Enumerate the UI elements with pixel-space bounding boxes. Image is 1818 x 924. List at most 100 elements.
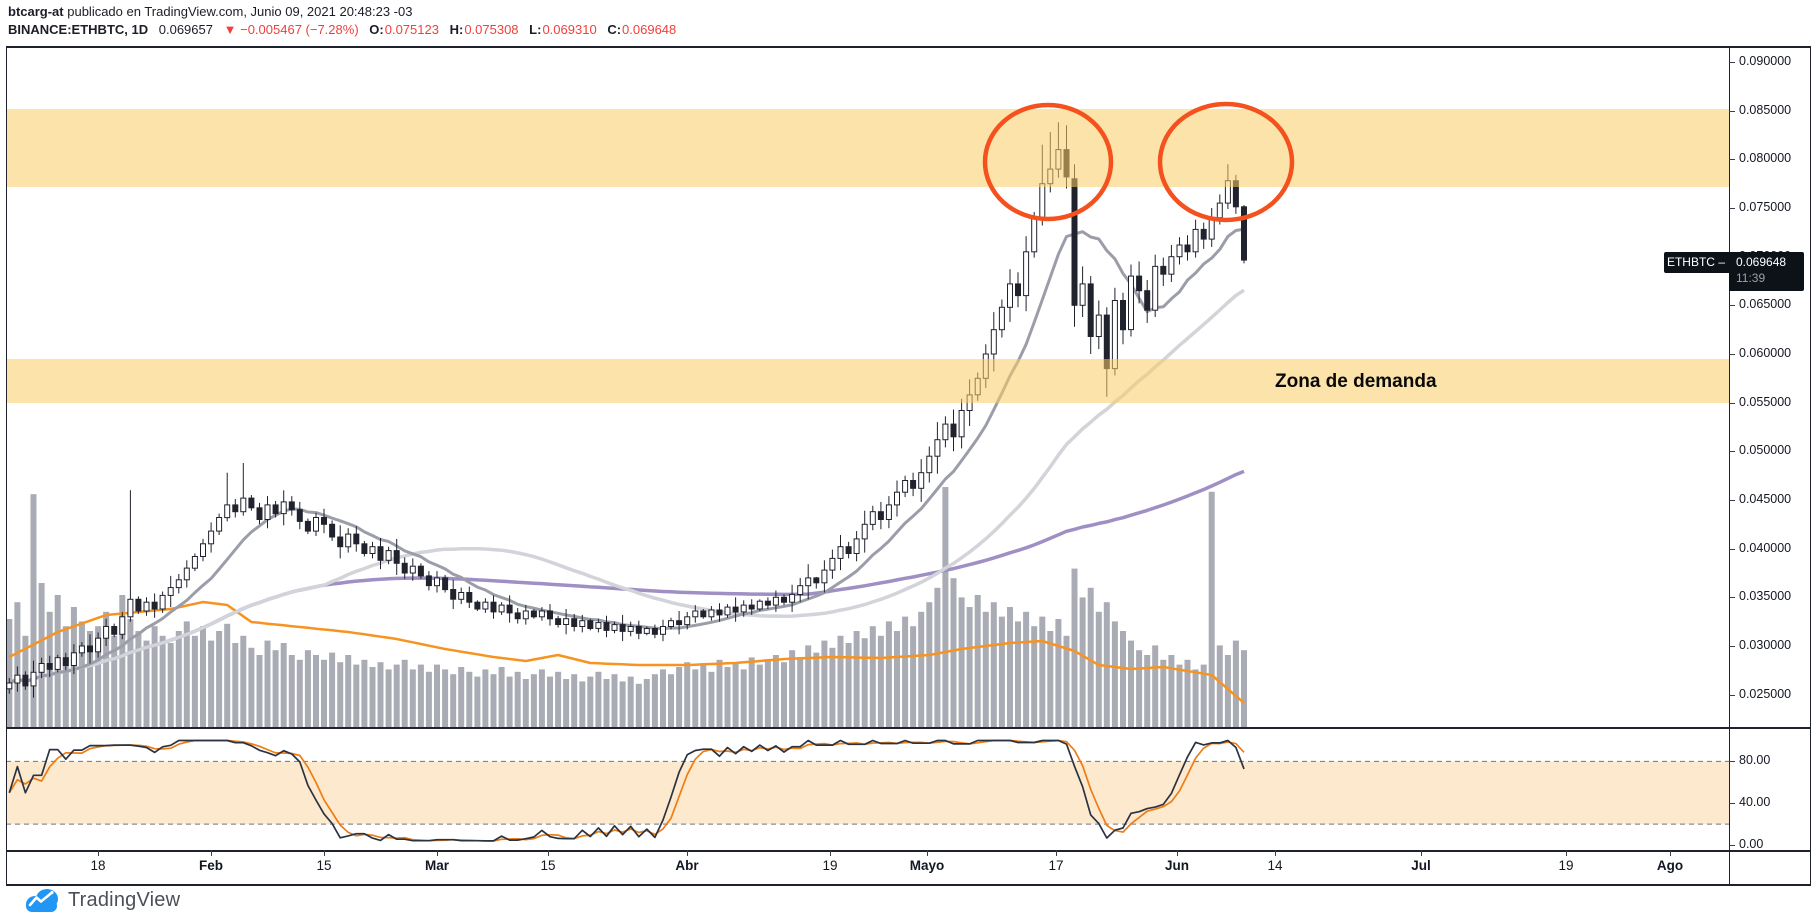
candle-body <box>797 585 804 596</box>
open-label: O: <box>369 22 384 37</box>
volume-bar <box>982 611 989 727</box>
candle-body <box>38 663 45 673</box>
candle-body <box>1128 275 1134 331</box>
time-tick-label: 15 <box>540 858 556 873</box>
candle-body <box>6 682 13 690</box>
volume-bar <box>377 662 384 727</box>
volume-bar <box>490 674 497 727</box>
volume-bar <box>321 659 327 727</box>
volume-bar <box>595 671 602 727</box>
volume-bar <box>62 626 69 727</box>
candle-body <box>1023 251 1030 297</box>
candle-body <box>958 410 965 438</box>
indicator-tick-label: 0.00 <box>1739 837 1764 851</box>
candle-body <box>926 455 933 474</box>
highlight-circle <box>1157 101 1295 223</box>
candle-body <box>1120 300 1126 331</box>
highlight-band <box>6 109 1729 187</box>
candle-body <box>1079 283 1086 306</box>
volume-bar <box>329 652 336 727</box>
frame-bottom <box>6 884 1811 886</box>
candle-body <box>1095 314 1102 338</box>
candle-body <box>708 609 715 618</box>
volume-bar <box>1224 655 1231 727</box>
volume-bar <box>167 643 174 727</box>
candle-body <box>377 546 384 561</box>
author-name: btcarg-at <box>8 4 64 19</box>
volume-bar <box>1241 650 1247 727</box>
candle-body <box>587 620 594 630</box>
candle-body <box>789 593 796 603</box>
candle-body <box>337 536 344 548</box>
volume-bar <box>587 676 594 727</box>
volume-bar <box>619 681 626 727</box>
time-axis-separator <box>6 850 1811 852</box>
volume-bar <box>183 621 190 727</box>
candle-body <box>853 538 860 555</box>
volume-bar <box>1144 655 1151 727</box>
price-tick-label: 0.035000 <box>1739 589 1792 603</box>
volume-bar <box>304 650 311 727</box>
candle-body <box>143 601 150 612</box>
candle-body <box>990 329 997 355</box>
volume-bar <box>288 655 295 727</box>
tradingview-logo[interactable]: TradingView <box>22 886 180 914</box>
volume-bar <box>143 640 150 727</box>
volume-bar <box>966 607 973 727</box>
volume-bar <box>660 669 666 727</box>
panel-separator <box>6 727 1811 729</box>
last-price: 0.069657 <box>158 22 213 37</box>
low-label: L: <box>529 22 542 37</box>
volume-bar <box>337 662 344 727</box>
volume-bar <box>458 667 465 727</box>
volume-bar <box>159 635 166 727</box>
candle-body <box>772 596 779 606</box>
volume-bar <box>1055 619 1062 727</box>
candle-body <box>159 594 166 610</box>
volume-bar <box>861 638 868 727</box>
volume-bar <box>1128 640 1134 727</box>
last-price-value: 0.069648 <box>1736 255 1787 269</box>
price-axis-separator <box>1729 46 1730 886</box>
candle-body <box>595 622 602 629</box>
volume-bar <box>821 640 828 727</box>
candle-body <box>627 626 634 632</box>
volume-bar <box>1063 635 1070 727</box>
volume-bar <box>385 669 392 727</box>
candle-body <box>740 604 747 613</box>
volume-bar <box>296 659 303 727</box>
price-tick-label: 0.045000 <box>1739 492 1792 506</box>
candle-body <box>256 507 263 520</box>
volume-bar <box>797 657 804 727</box>
sma-10-line <box>8 227 1245 685</box>
candle-body <box>70 652 77 666</box>
candle-body <box>1184 244 1191 253</box>
volume-bar <box>1007 607 1013 727</box>
candle-body <box>861 523 868 540</box>
candle-body <box>902 480 909 493</box>
candle-body <box>417 565 424 577</box>
candle-body <box>135 598 142 612</box>
stochastic-panel-canvas[interactable] <box>6 727 1729 850</box>
candle-body <box>700 610 707 618</box>
candle-body <box>1160 265 1167 275</box>
main-chart-canvas[interactable]: Zona de demanda <box>6 46 1729 727</box>
volume-bar <box>248 647 255 727</box>
volume-bar <box>990 602 997 727</box>
volume-bar <box>1136 650 1143 727</box>
candle-body <box>304 520 311 532</box>
candle-body <box>579 620 586 628</box>
candle-body <box>442 577 449 591</box>
candle-body <box>466 592 473 603</box>
candle-body <box>498 604 505 613</box>
candle-body <box>643 628 650 634</box>
volume-bar <box>232 643 239 727</box>
publish-info: btcarg-at publicado en TradingView.com, … <box>8 4 412 19</box>
volume-bar <box>1208 491 1215 727</box>
volume-bar <box>1192 669 1199 727</box>
volume-bar <box>813 652 820 727</box>
volume-bar <box>474 676 481 727</box>
volume-bar <box>127 619 134 727</box>
volume-bar <box>87 631 93 727</box>
volume-bar <box>1152 645 1159 727</box>
